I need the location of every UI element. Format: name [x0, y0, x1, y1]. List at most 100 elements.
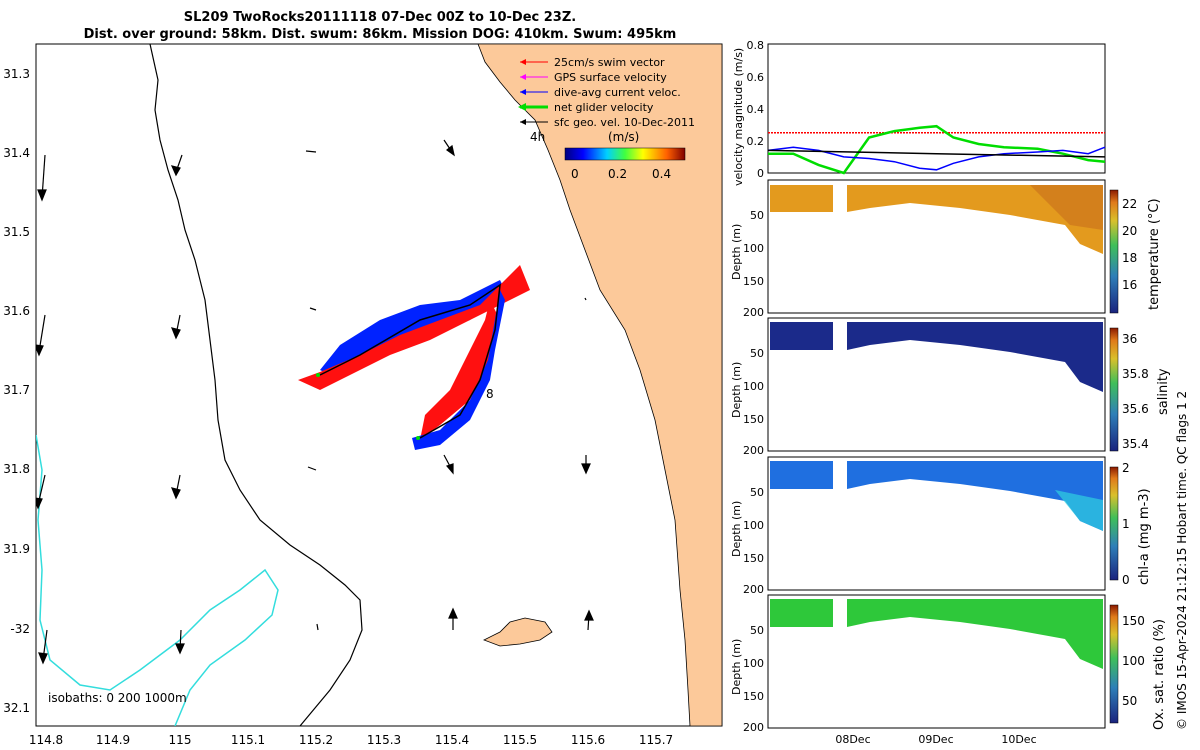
map-x-tick: 115 [169, 733, 192, 747]
isobath-200 [149, 44, 363, 726]
vel-ytick: 0 [757, 167, 764, 180]
map-y-tick: 32.1 [3, 701, 30, 715]
colorbar-tick-2: 0.4 [652, 167, 671, 181]
time-tick: 09Dec [918, 733, 953, 746]
chl-ctick: 1 [1122, 517, 1130, 531]
map-x-tick: 115.2 [299, 733, 333, 747]
map-y-tick: 31.5 [3, 225, 30, 239]
velocity-series-4 [767, 149, 1106, 158]
ox-ytick: 150 [743, 690, 764, 703]
ox-ytick: 200 [743, 721, 764, 734]
island [483, 617, 553, 647]
track-red-swath-2 [420, 300, 500, 440]
speed-unit-label: (m/s) [608, 130, 639, 144]
map-x-tick: 115.7 [639, 733, 673, 747]
velocity-series-2 [768, 124, 1106, 175]
temp-ytick: 200 [743, 306, 764, 319]
sal-ytick: 200 [743, 444, 764, 457]
map-y-tick: 31.9 [3, 542, 30, 556]
legend-sfc-geo: sfc geo. vel. 10-Dec-2011 [554, 116, 695, 129]
sal-ctick: 35.6 [1122, 402, 1149, 416]
vel-ytick: 0.8 [747, 39, 765, 52]
sal-ctick: 35.8 [1122, 367, 1149, 381]
temp-ytick: 100 [743, 242, 764, 255]
vel-ytick: 0.6 [747, 71, 765, 84]
map-y-tick: 31.8 [3, 462, 30, 476]
time-tick: 10Dec [1001, 733, 1036, 746]
salinity-panel: salinity 36 35.8 35.6 35.4 Depth (m) 50 … [730, 317, 1171, 457]
map-x-tick: 115.3 [367, 733, 401, 747]
chl-ytick: 50 [750, 486, 764, 499]
track-red-swath [298, 265, 530, 390]
velocity-ylabel: velocity magnitude (m/s) [732, 48, 745, 186]
map-x-ticks: 114.8 114.9 115 115.1 115.2 115.3 115.4 … [29, 733, 673, 747]
track-start-point [316, 373, 320, 377]
temperature-ylabel: Depth (m) [730, 224, 743, 280]
map-y-tick: 31.3 [3, 67, 30, 81]
temp-ytick: 50 [750, 209, 764, 222]
chl-ylabel: Depth (m) [730, 501, 743, 557]
oxygen-clabel: Ox. sat. ratio (%) [1152, 619, 1167, 730]
map-y-tick: 31.4 [3, 146, 30, 160]
legend-swim: 25cm/s swim vector [554, 56, 665, 69]
sal-ytick: 50 [750, 347, 764, 360]
temp-ctick: 16 [1122, 278, 1137, 292]
chl-ytick: 150 [743, 552, 764, 565]
velocity-series-3 [767, 146, 1106, 171]
chl-field [770, 461, 1103, 531]
ox-ctick: 50 [1122, 694, 1137, 708]
map-x-tick: 115.5 [503, 733, 537, 747]
map-point-label: 8 [486, 387, 494, 401]
map-x-tick: 114.9 [96, 733, 130, 747]
chl-ytick: 200 [743, 583, 764, 596]
temp-ctick: 22 [1122, 197, 1137, 211]
map-x-tick: 114.8 [29, 733, 63, 747]
temp-ctick: 20 [1122, 224, 1137, 238]
salinity-field [770, 322, 1103, 392]
ox-ctick: 150 [1122, 614, 1145, 628]
geostrophic-vectors [36, 139, 594, 665]
map-x-tick: 115.1 [231, 733, 265, 747]
chl-colorbar [1109, 466, 1119, 581]
chl-deep-patch [1055, 490, 1103, 531]
track-end-point [416, 436, 420, 440]
colorbar-tick-1: 0.2 [608, 167, 627, 181]
temperature-field [770, 185, 1103, 254]
map-panel: 8 [3, 43, 723, 747]
imos-footer: © IMOS 15-Apr-2024 21:12:15 Hobart time.… [1175, 391, 1189, 730]
oxygen-field [770, 599, 1103, 669]
sal-ytick: 150 [743, 413, 764, 426]
map-x-tick: 115.4 [435, 733, 469, 747]
oxygen-panel: Ox. sat. ratio (%) 150 100 50 Depth (m) … [730, 594, 1167, 734]
vel-ytick: 0.2 [747, 135, 765, 148]
map-y-tick: 31.6 [3, 304, 30, 318]
chl-ytick: 100 [743, 519, 764, 532]
map-y-tick: -32 [10, 622, 30, 636]
map-y-tick: 31.7 [3, 383, 30, 397]
time-tick: 08Dec [835, 733, 870, 746]
oxygen-ylabel: Depth (m) [730, 639, 743, 695]
legend-gps: GPS surface velocity [554, 71, 667, 84]
ox-ytick: 100 [743, 657, 764, 670]
chl-clabel: chl-a (mg m-3) [1137, 488, 1152, 585]
map-legend: 25cm/s swim vector GPS surface velocity … [518, 56, 695, 181]
map-x-tick: 115.6 [571, 733, 605, 747]
temp-ctick: 18 [1122, 251, 1137, 265]
legend-dive-avg: dive-avg current veloc. [554, 86, 681, 99]
vel-ytick: 0.4 [747, 103, 765, 116]
plot-title-line1: SL209 TwoRocks20111118 07-Dec 00Z to 10-… [183, 10, 577, 25]
sal-ctick: 35.4 [1122, 437, 1149, 451]
speed-colorbar [564, 147, 686, 161]
chl-ctick: 2 [1122, 461, 1130, 475]
temperature-clabel: temperature (°C) [1147, 198, 1162, 310]
sal-ctick: 36 [1122, 332, 1137, 346]
legend-net: net glider velocity [554, 101, 654, 114]
temp-ytick: 150 [743, 275, 764, 288]
temperature-warm-patch [1030, 185, 1103, 230]
salinity-colorbar [1109, 327, 1119, 452]
velocity-panel: velocity magnitude (m/s) 0 0.2 0.4 0.6 0… [732, 39, 1106, 186]
glider-track [319, 283, 501, 439]
track-blue-swath-2 [412, 290, 505, 450]
temperature-panel: temperature (°C) 22 20 18 16 Depth (m) 5… [730, 179, 1162, 319]
